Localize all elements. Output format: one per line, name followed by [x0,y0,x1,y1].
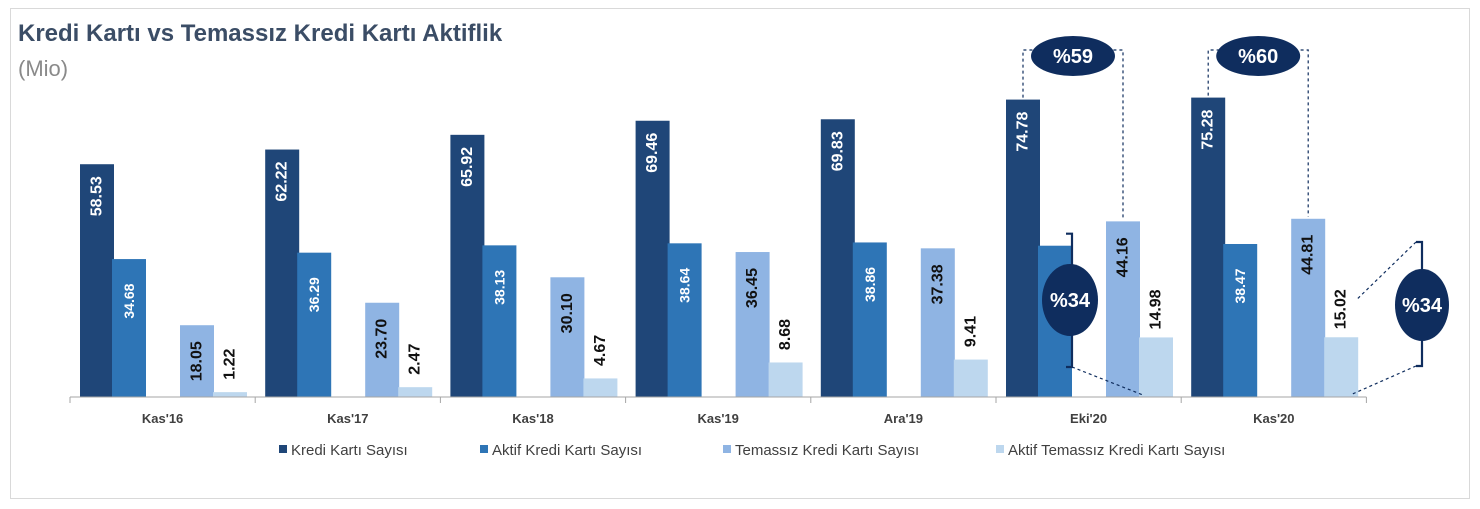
annotation-text: %60 [1238,46,1278,68]
bar [820,119,855,397]
bar [852,242,887,397]
data-label: 36.29 [306,277,322,312]
data-label: 1.22 [222,348,239,379]
x-tick-label: Ara'19 [884,411,923,426]
bar [583,378,618,397]
bar [450,134,485,397]
legend-swatch [279,445,287,453]
chart-frame [10,8,1470,499]
data-label: 58.53 [89,176,106,216]
bar [482,245,517,397]
data-label: 9.41 [962,316,979,347]
data-label: 62.22 [274,161,291,201]
bar [1106,221,1140,397]
bar [667,243,702,397]
bar [265,149,300,397]
data-label: 69.83 [829,131,846,171]
data-label: 75.28 [1200,109,1217,149]
bar [635,120,670,398]
data-label: 37.38 [929,264,946,304]
bar [1324,337,1359,397]
bar [1139,337,1173,397]
x-tick-label: Kas'19 [697,411,738,426]
data-label: 44.16 [1115,237,1132,277]
data-label: 2.47 [407,344,424,375]
data-label: 4.67 [592,335,609,366]
bar [1191,97,1226,397]
data-label: 34.68 [121,283,137,318]
data-label: 44.81 [1300,235,1317,275]
bar [550,277,585,397]
annotation-text: %34 [1402,295,1443,317]
data-label: 38.47 [1232,268,1248,303]
data-labels-layer: 58.53 62.22 65.92 69.46 69.83 74.78 75.28 34.68… [89,109,1350,381]
legend-label: Temassız Kredi Kartı Sayısı [735,442,919,459]
x-tick-label: Kas'16 [142,411,183,426]
annotation-text: %34 [1050,290,1091,312]
annotation-connector [1355,241,1417,301]
bar [112,259,146,397]
x-axis: Kas'16 Kas'17 Kas'18 Kas'19 Ara'19 Eki'20 Kas'… [69,396,1367,426]
x-tick-label: Eki'20 [1070,411,1107,426]
annotation-bubble [1031,36,1115,76]
bar [180,325,214,397]
annotation-connector [1071,366,1144,396]
annotation-connector [1349,365,1417,396]
x-tick-label: Kas'18 [512,411,553,426]
data-label: 36.45 [744,268,761,308]
legend: Kredi Kartı Sayısı Aktif Kredi Kartı Sayı… [279,442,1225,459]
bar [1223,243,1258,397]
bar [735,252,770,397]
annotation-bubble [1395,269,1449,341]
data-label: 8.68 [777,319,794,350]
data-label: 65.92 [459,147,476,187]
bar [953,359,988,397]
data-label: 38.13 [491,270,507,305]
data-label: 14.98 [1148,289,1165,329]
annotation-bubble [1042,264,1098,336]
bar [213,392,247,397]
legend-label: Kredi Kartı Sayısı [291,442,408,459]
bar [920,248,955,397]
annotation-bubble [1216,36,1301,76]
data-label: 23.70 [374,319,391,359]
legend-label: Aktif Temassız Kredi Kartı Sayısı [1008,442,1225,459]
data-label: 15.02 [1333,289,1350,329]
bar [1291,218,1326,397]
legend-swatch [996,445,1004,453]
data-label: 30.10 [559,293,576,333]
bar [768,362,803,397]
data-label: 69.46 [644,133,661,173]
chart-title: Kredi Kartı vs Temassız Kredi Kartı Akti… [18,20,503,47]
bar [365,302,400,397]
legend-swatch [723,445,731,453]
annotation-text: %59 [1053,46,1093,68]
bar [1006,99,1040,398]
x-tick-label: Kas'20 [1253,411,1294,426]
data-label: 38.64 [677,268,693,303]
annotations-layer: %59 %60 %34 %34 [1022,36,1449,396]
bars-layer [80,97,1359,398]
bar [398,387,433,397]
chart-subtitle: (Mio) [18,56,69,81]
data-label: 38.86 [862,267,878,302]
data-label: 74.78 [1015,111,1032,151]
legend-swatch [480,445,488,453]
legend-label: Aktif Kredi Kartı Sayısı [492,442,642,459]
bar [80,164,114,397]
data-label: 18.05 [189,341,206,381]
annotation-bracket [1207,49,1309,217]
bar [297,252,332,397]
x-tick-label: Kas'17 [327,411,368,426]
